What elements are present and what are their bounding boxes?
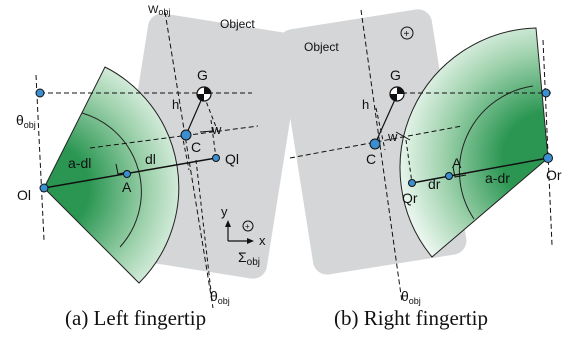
left-object-label: Object: [220, 17, 255, 31]
left-adl-label: a-dl: [68, 155, 91, 171]
left-marker-c: [180, 129, 192, 141]
right-ray-or-qr: [411, 157, 549, 184]
left-g-label: G: [197, 67, 208, 83]
right-caption: (b) Right fingertip: [334, 306, 488, 330]
right-qr-vertical: [405, 139, 413, 184]
right-panel: Object + G h C: [278, 9, 562, 306]
right-perp-w: [395, 131, 411, 141]
right-marker-c: [369, 138, 381, 150]
left-fingertip-sector: [43, 66, 180, 284]
left-ray-g-c: [185, 95, 204, 136]
svg-text:+: +: [245, 222, 250, 231]
left-y-label: y: [221, 204, 228, 219]
left-a-label: A: [122, 179, 132, 195]
left-theta-bottom-label: θobj: [210, 288, 230, 306]
right-g-label: G: [390, 67, 401, 83]
left-h-label: h: [172, 97, 179, 112]
left-inner-arc: [81, 112, 142, 248]
left-c-vertical: [181, 133, 190, 171]
right-right-angle-mark: [452, 166, 467, 178]
right-a-label: A: [452, 155, 462, 171]
left-theta-line: [195, 159, 213, 301]
right-or-label: Or: [546, 167, 562, 183]
right-ray-g-c: [374, 94, 398, 145]
left-c-dashed: [89, 125, 259, 149]
left-q-vertical: [210, 119, 217, 159]
right-finger-axis: [542, 39, 553, 246]
right-h-label: h: [362, 97, 369, 112]
right-marker-a: [445, 172, 453, 180]
left-marker-a: [123, 170, 131, 178]
right-rotation-icon: +: [400, 26, 414, 40]
right-fingertip-sector: [399, 27, 549, 258]
left-caption: (a) Left fingertip: [65, 306, 207, 330]
right-g-vertical: [375, 107, 386, 151]
left-c-label: C: [191, 139, 201, 155]
right-marker-qr: [408, 179, 416, 187]
left-w-label: w: [211, 122, 222, 137]
right-c-dashed: [289, 125, 463, 159]
left-marker-ql: [212, 154, 220, 162]
left-dl-label: dl: [145, 151, 156, 167]
left-ol-label: Ol: [17, 187, 31, 203]
left-x-label: x: [259, 233, 266, 248]
left-theta-label: θobj: [16, 112, 36, 130]
right-w-label: w: [387, 129, 398, 144]
left-sigma-label: Σobj: [238, 249, 260, 268]
right-object-label: Object: [304, 40, 339, 54]
left-rotation-icon: [242, 220, 254, 232]
right-qr-label: Qr: [402, 190, 418, 206]
left-marker-ol: [39, 183, 49, 193]
right-theta-bottom-label: θobj: [401, 288, 421, 306]
right-dr-label: dr: [428, 176, 441, 192]
left-coordinate-frame: +: [225, 220, 254, 244]
right-marker-top: [541, 88, 551, 98]
left-object-axis: [164, 11, 214, 309]
right-cog-symbol: [389, 86, 405, 102]
left-finger-axis: [35, 74, 45, 241]
right-object-axis: [360, 9, 403, 303]
left-marker-top: [35, 88, 45, 98]
left-cog-symbol: [196, 86, 212, 102]
left-perp-h: [199, 130, 214, 133]
left-w-obj-label: Wobj: [148, 4, 170, 17]
right-adr-label: a-dr: [485, 170, 510, 186]
left-panel: Object Wobj θobj G: [16, 4, 302, 309]
left-ql-label: Ql: [225, 151, 239, 167]
svg-text:+: +: [404, 29, 410, 40]
right-c-label: C: [366, 151, 376, 167]
right-marker-or: [543, 153, 553, 163]
